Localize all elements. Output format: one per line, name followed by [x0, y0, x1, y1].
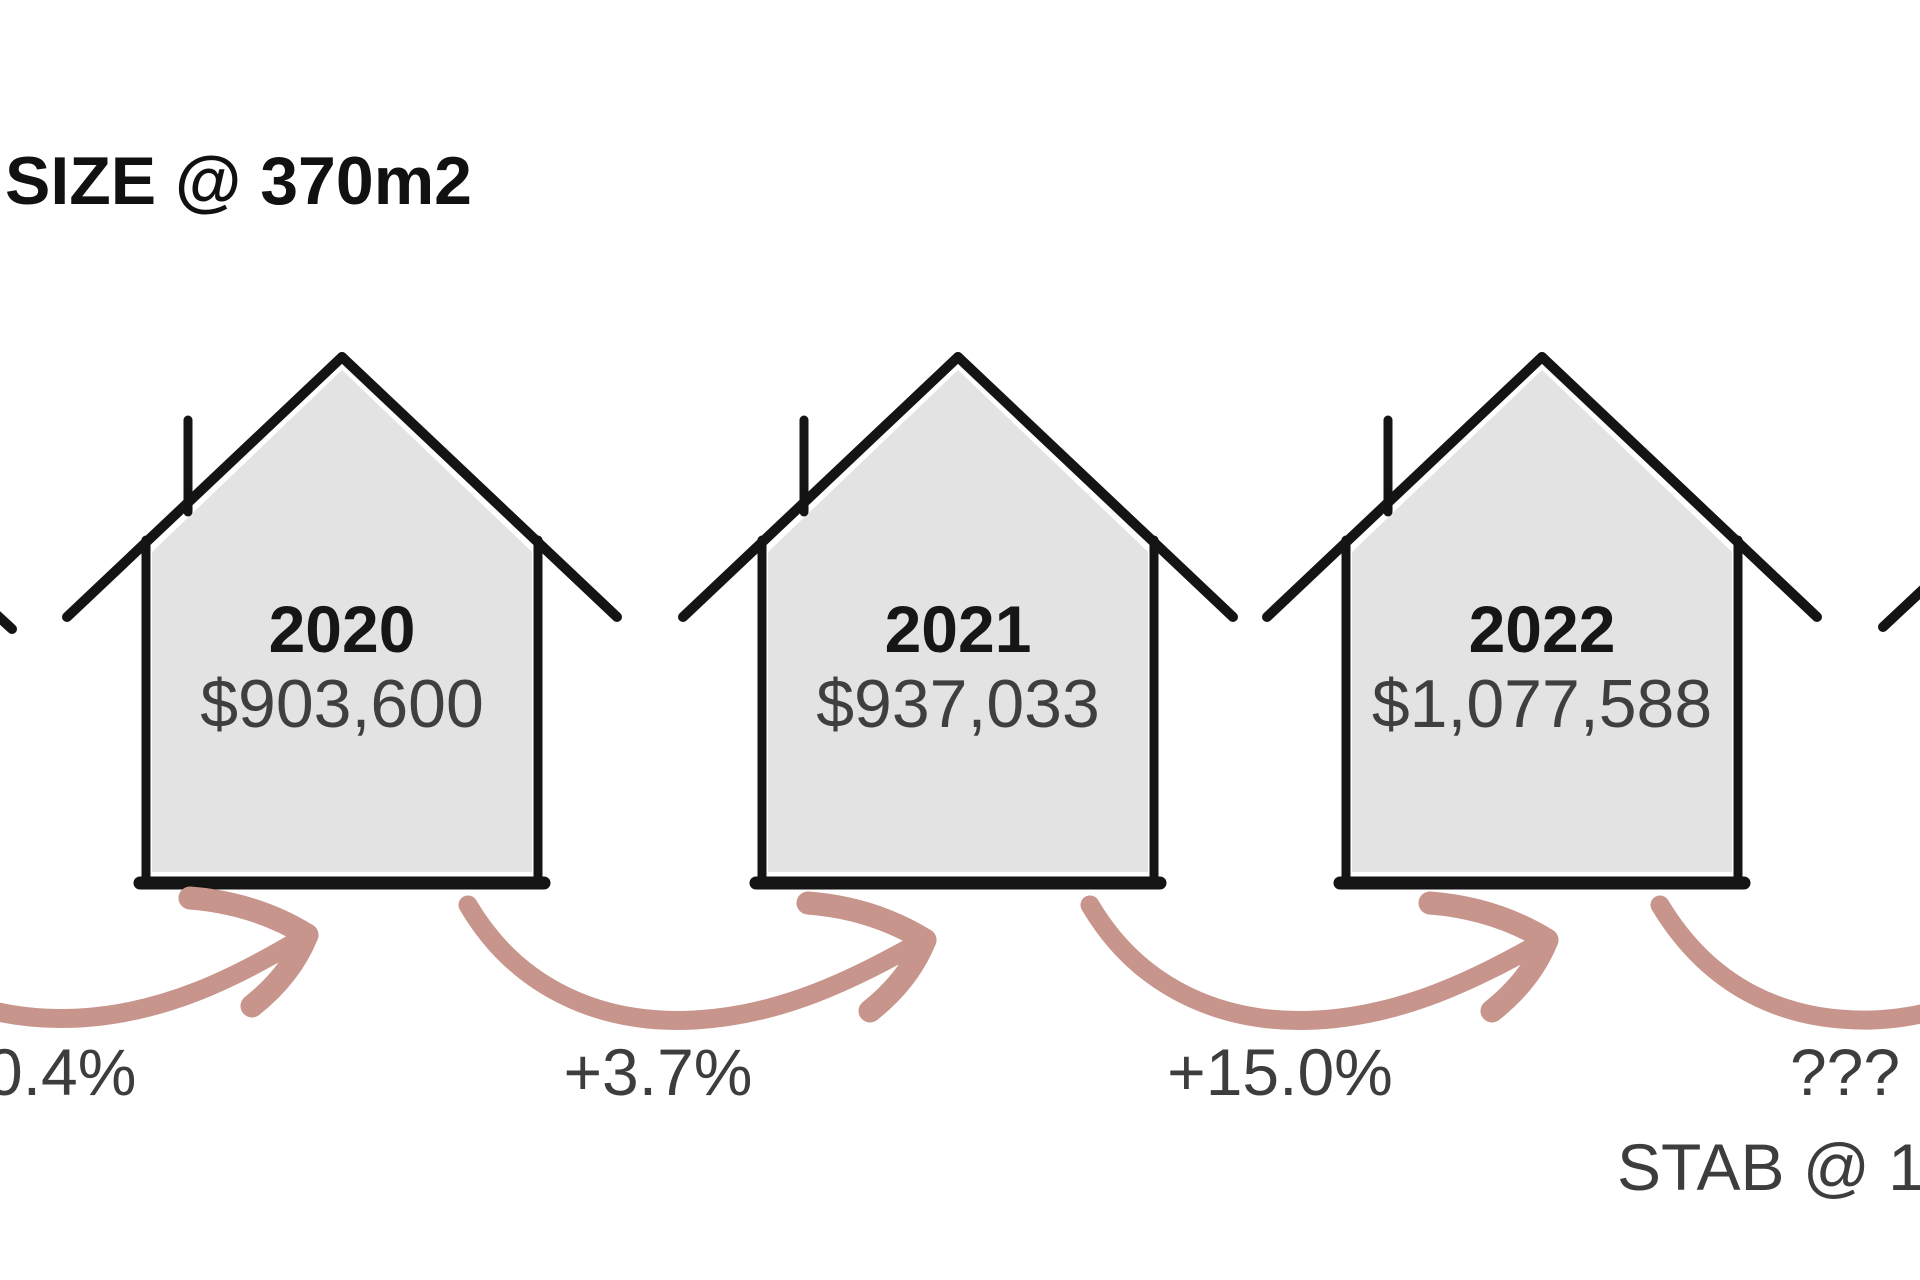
house-price-2022: $1,077,588: [1371, 666, 1713, 742]
change-label-to-2023: ???: [1789, 1035, 1901, 1109]
arrow-icon-to-2020: [0, 886, 319, 1028]
change-label-to-2022: +15.0%: [1167, 1035, 1393, 1109]
house-year-2022: 2022: [1468, 592, 1616, 666]
arrow-icon-to-2023: [1650, 895, 1920, 1030]
partial-house-eaves: [0, 585, 1920, 634]
right-edge-house-eave-icon: [1878, 585, 1920, 632]
stab-note: STAB @ 1: [1617, 1130, 1920, 1204]
arrow-icon-to-2021: [458, 891, 937, 1030]
left-edge-house-eave-icon: [0, 611, 17, 634]
house-year-2020: 2020: [268, 592, 416, 666]
arrow-icon-to-2022: [1080, 891, 1559, 1030]
house-price-2021: $937,033: [816, 666, 1100, 742]
page-title: SIZE @ 370m2: [5, 143, 472, 219]
change-label-to-2021: +3.7%: [563, 1035, 753, 1109]
growth-arrows: [0, 886, 1920, 1030]
change-label-to-2020: 0.4%: [0, 1035, 137, 1109]
house-price-2020: $903,600: [200, 666, 484, 742]
house-year-2021: 2021: [884, 592, 1032, 666]
